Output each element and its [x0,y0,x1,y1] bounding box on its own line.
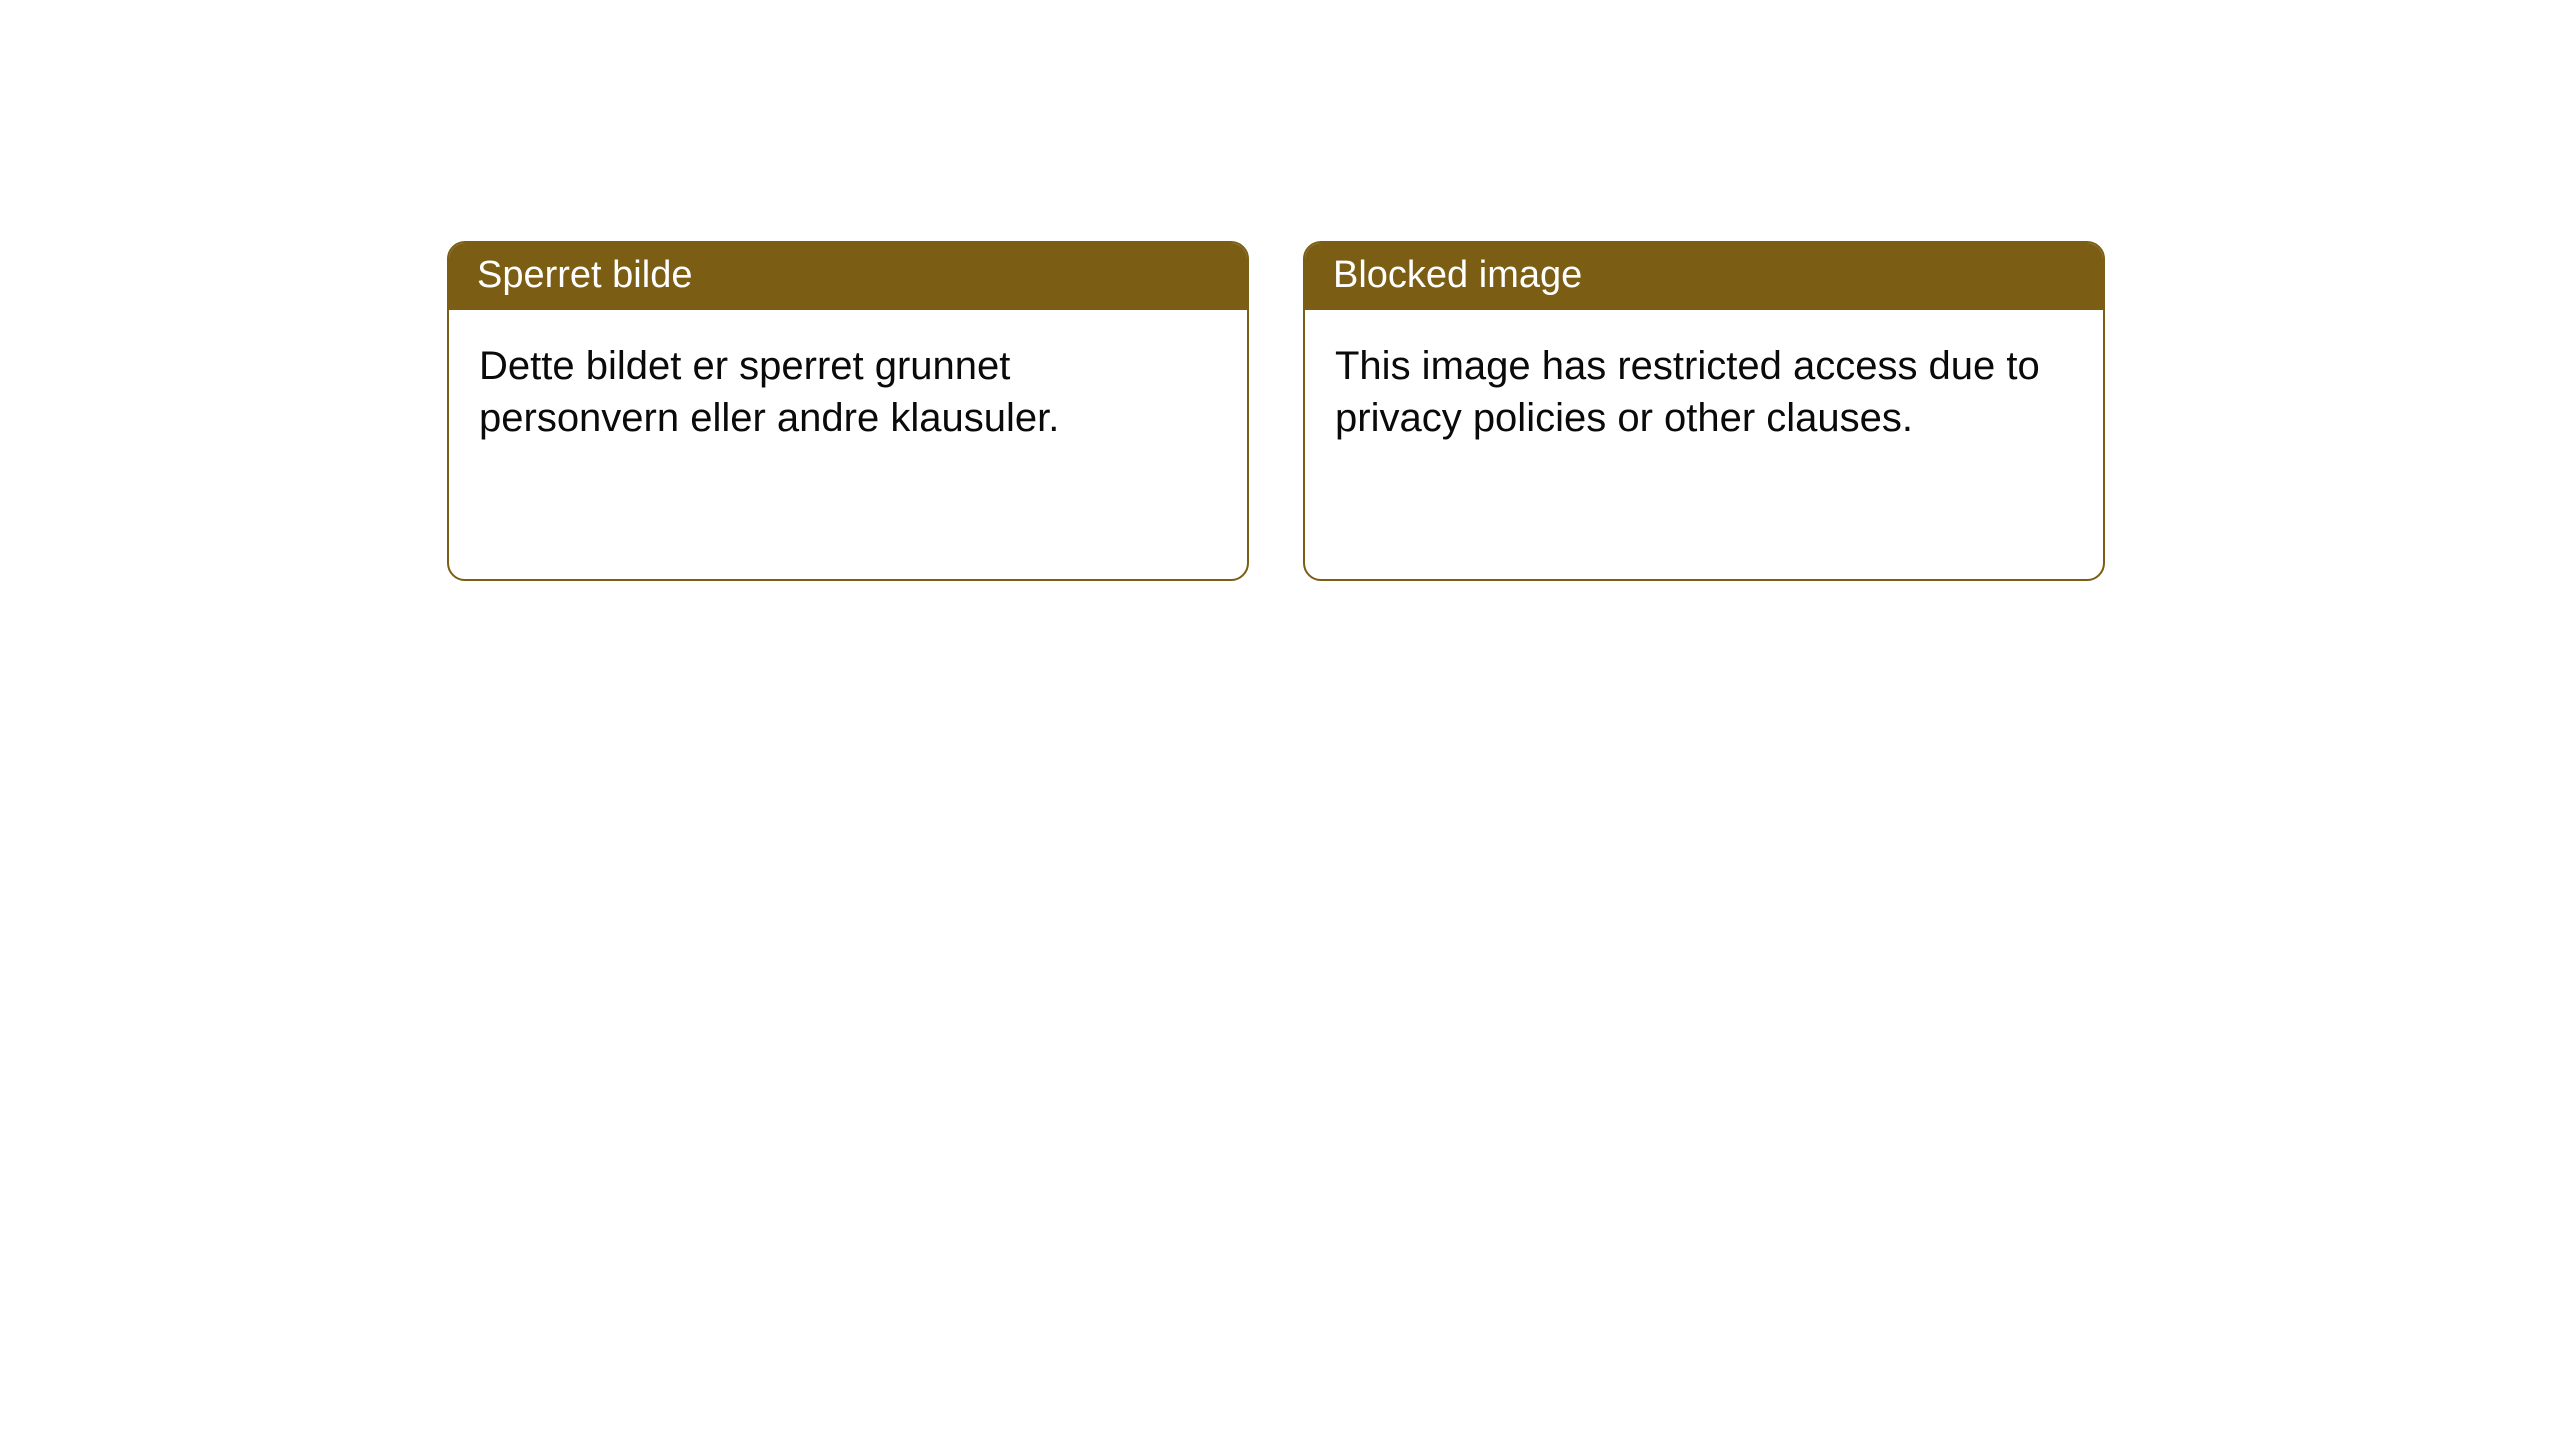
notice-body: Dette bildet er sperret grunnet personve… [449,310,1247,474]
notice-box-english: Blocked image This image has restricted … [1303,241,2105,581]
notice-container: Sperret bilde Dette bildet er sperret gr… [447,241,2105,581]
notice-box-norwegian: Sperret bilde Dette bildet er sperret gr… [447,241,1249,581]
notice-header: Blocked image [1305,243,2103,310]
notice-body: This image has restricted access due to … [1305,310,2103,474]
notice-header: Sperret bilde [449,243,1247,310]
